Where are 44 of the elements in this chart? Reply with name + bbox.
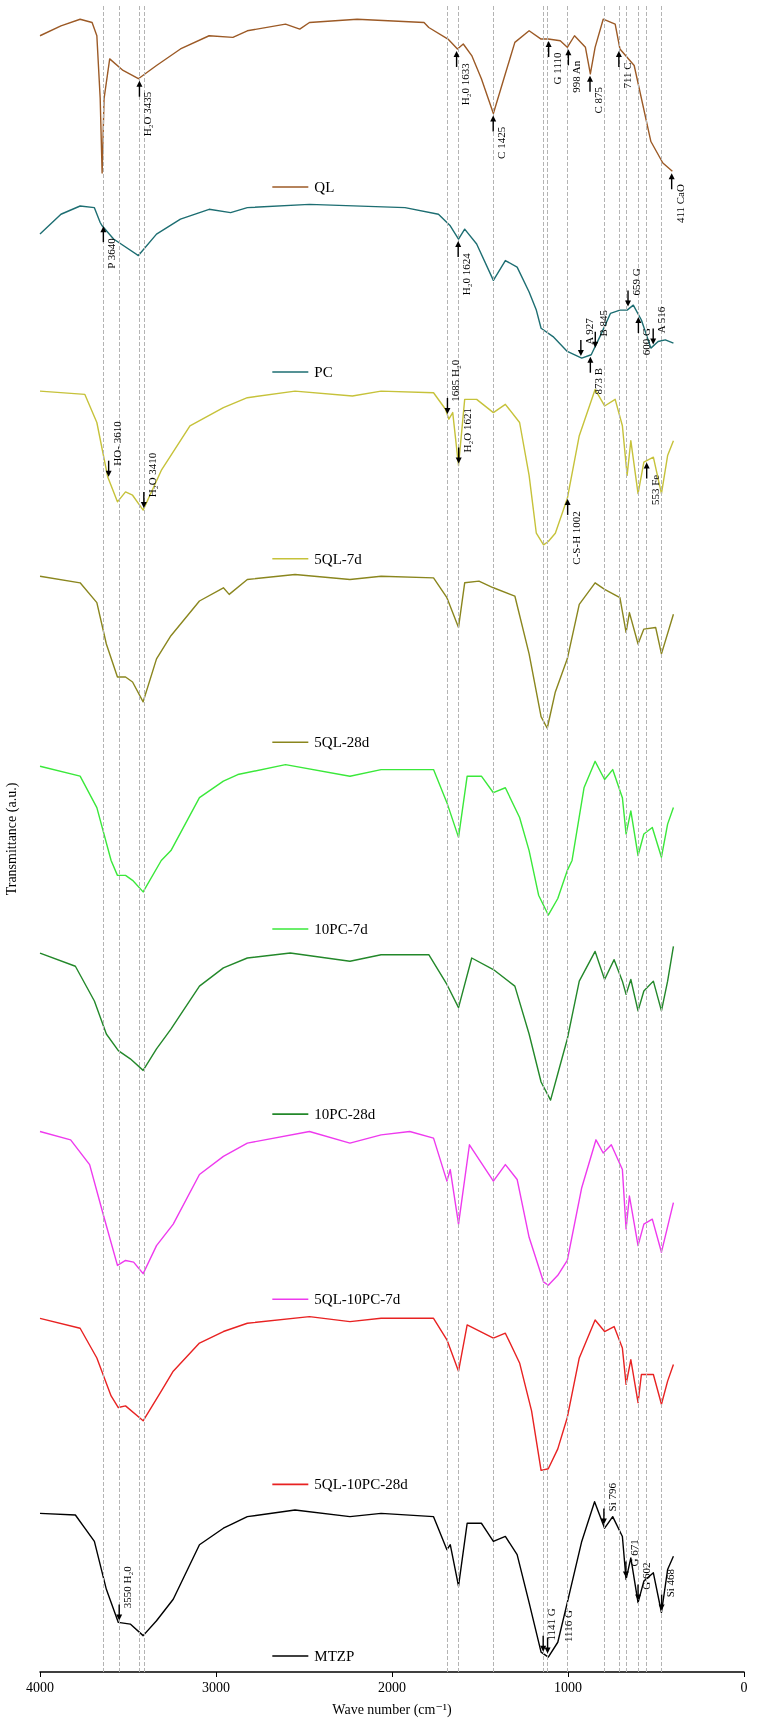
x-tick-label: 2000: [378, 1679, 406, 1695]
x-axis-title: Wave number (cm⁻¹): [332, 1701, 452, 1718]
annotation: H₂O 1621: [460, 408, 473, 453]
annotation: 873 B: [592, 367, 605, 395]
annotation: H₂O 3435: [141, 91, 154, 137]
legend-label: 5QL-7d: [314, 550, 363, 567]
annotation: H₂O 3410: [145, 452, 158, 498]
legend-label: 5QL-10PC-7d: [314, 1291, 401, 1308]
annotation: G 1110: [550, 52, 563, 85]
annotation: 553 Fe: [648, 474, 661, 506]
legend-label: 10PC-7d: [314, 921, 369, 938]
annotation: 411 CaO: [673, 184, 686, 224]
x-tick-label: 1000: [554, 1679, 582, 1695]
annotation: 1685 H₂0: [449, 359, 462, 402]
annotation: 659 G: [630, 268, 643, 296]
legend-label: 5QL-28d: [314, 734, 370, 751]
x-tick-label: 3000: [202, 1679, 230, 1695]
annotation: H₂0 1624: [460, 252, 473, 296]
annotation: P 3640: [105, 237, 118, 269]
legend-label: MTZP: [314, 1648, 355, 1664]
annotation: G 602: [640, 1562, 653, 1590]
legend-label: 5QL-10PC-28d: [314, 1476, 409, 1493]
annotation: C 875: [592, 86, 604, 114]
legend-label: PC: [314, 364, 333, 381]
y-axis-title: Transmittance (a.u.): [3, 782, 20, 896]
annotation: Si 796: [605, 1482, 618, 1512]
annotation: HO- 3610: [110, 420, 123, 466]
annotation: B 845: [597, 309, 610, 337]
annotation: A 516: [655, 306, 668, 334]
legend-label: QL: [314, 178, 335, 195]
annotation: 1116 G: [561, 1610, 574, 1643]
annotation: 3550 H₂0: [121, 1565, 134, 1609]
annotation: 998 An: [570, 60, 583, 93]
annotation: C-S-H 1002: [569, 511, 582, 565]
legend-label: 10PC-28d: [314, 1106, 376, 1123]
annotation: 600 G: [640, 327, 653, 356]
x-tick-label: 4000: [26, 1679, 54, 1695]
annotation: A 927: [582, 317, 595, 345]
annotation: 1141 G: [545, 1608, 558, 1641]
annotation: 711 C: [620, 62, 633, 89]
x-tick-label: 0: [740, 1679, 748, 1695]
annotation: C 1425: [495, 126, 508, 159]
annotation: Si 468: [663, 1568, 676, 1598]
annotation: H₂0 1633: [458, 62, 471, 106]
